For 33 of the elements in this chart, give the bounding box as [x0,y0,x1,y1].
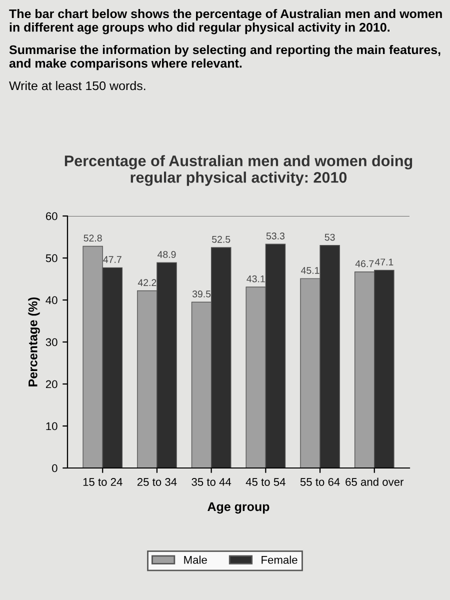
y-axis-title: Percentage (%) [28,297,40,386]
text: Write at least 150 words. [9,81,146,90]
data-label: 45.1 [301,267,320,274]
text: Summarise the information by selecting and reporting the main features, and make comparisons where relevant. [9,45,440,70]
data-label: 53.3 [266,232,284,240]
data-label: 52.8 [84,234,102,242]
x-tick-label: 55 to 64 [300,478,340,486]
y-tick-label: 40 [46,296,58,304]
y-tick-label: 10 [46,422,58,430]
data-label: 48.9 [158,251,176,258]
chart-title: Percentage of Australian men and women doing regular physical activity: 2010 [64,155,412,186]
data-label: 43.1 [246,275,265,282]
data-label: 47.1 [374,258,394,266]
x-axis-title: Age group [208,502,270,514]
data-label: 46.7 [355,260,374,268]
x-tick-label: 35 to 44 [192,478,232,486]
data-label: 39.5 [192,290,211,298]
data-label: 53 [324,234,335,241]
text: The bar chart below shows the percentage of Australian men and women in different age groups who did regular physical activity in 2010. [9,9,442,34]
x-tick-label: 65 and over [346,478,404,486]
x-tick-label: 25 to 34 [137,478,177,486]
y-tick-label: 0 [52,464,58,472]
legend-label: Female [262,556,298,564]
y-tick-label: 20 [46,380,58,388]
data-label: 52.5 [212,236,230,243]
y-tick-label: 60 [46,212,58,220]
data-label: 42.2 [138,279,156,286]
y-tick-label: 50 [46,254,58,262]
legend-label: Male [184,556,207,564]
data-label: 47.7 [103,256,122,263]
x-tick-label: 15 to 24 [83,478,122,486]
y-tick-label: 30 [46,338,58,346]
x-tick-label: 45 to 54 [246,478,286,486]
